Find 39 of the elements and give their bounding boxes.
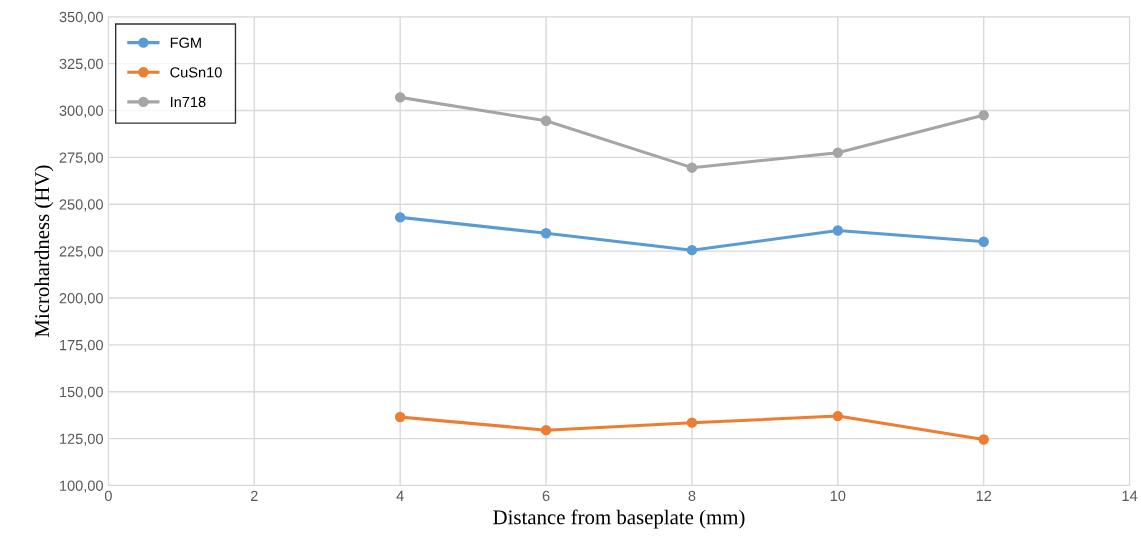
y-tick-label: 125,00: [60, 433, 103, 446]
y-tick-label: 150,00: [60, 386, 103, 399]
y-tick-label: 350,00: [59, 11, 103, 24]
legend-label: In718: [170, 96, 206, 108]
y-tick-label: 200,00: [59, 293, 103, 306]
y-axis-title: Microhardness (HV): [34, 165, 54, 337]
x-axis-title: Distance from baseplate (mm): [493, 509, 745, 529]
point: [540, 115, 552, 127]
point: [686, 244, 698, 256]
y-tick-label: 300,00: [59, 105, 103, 118]
x-tick-label: 4: [396, 490, 404, 501]
x-tick-label: 0: [104, 490, 112, 502]
x-tick-label: 6: [542, 490, 550, 502]
point: [394, 212, 406, 223]
y-tick-label: 325,00: [59, 58, 103, 71]
point: [394, 92, 406, 103]
point: [978, 236, 989, 247]
point: [832, 147, 844, 158]
point: [832, 225, 844, 236]
legend-label: FGM: [170, 37, 201, 48]
y-tick-label: 275,00: [59, 152, 103, 165]
y-tick-label: 100,00: [60, 480, 103, 493]
x-tick-label: 14: [1122, 490, 1138, 501]
point: [978, 434, 989, 445]
point: [686, 417, 698, 428]
y-tick-label: 250,00: [59, 199, 103, 212]
point: [686, 162, 698, 173]
x-tick-label: 10: [830, 490, 846, 502]
x-tick-label: 12: [976, 490, 992, 501]
point: [540, 228, 552, 239]
point: [832, 410, 844, 422]
y-tick-label: 175,00: [60, 339, 103, 352]
point: [540, 424, 552, 436]
x-tick-label: 8: [688, 490, 696, 502]
point: [978, 109, 989, 121]
x-tick-label: 2: [250, 490, 258, 501]
y-tick-label: 225,00: [59, 246, 103, 259]
point: [394, 411, 406, 423]
legend-label: CuSn10: [170, 67, 222, 78]
